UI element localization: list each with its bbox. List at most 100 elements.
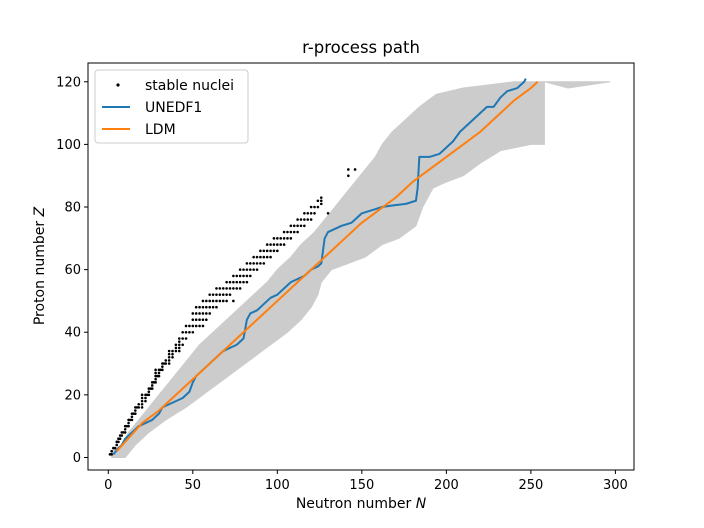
- stable-nucleus-point: [228, 293, 232, 296]
- stable-nucleus-point: [127, 424, 130, 428]
- stable-nucleus-point: [303, 218, 306, 221]
- stable-nucleus-point: [221, 293, 225, 296]
- stable-nucleus-point: [292, 230, 296, 234]
- stable-nucleus-point: [289, 230, 293, 234]
- stable-nucleus-point: [296, 230, 299, 234]
- stable-nucleus-point: [123, 428, 127, 431]
- stable-nucleus-point: [205, 312, 208, 315]
- stable-nucleus-point: [120, 434, 124, 437]
- stable-nucleus-point: [235, 280, 239, 284]
- stable-nucleus-point: [171, 355, 174, 359]
- stable-nucleus-point: [167, 362, 171, 365]
- stable-nucleus-point: [347, 168, 350, 171]
- stable-nucleus-point: [316, 205, 320, 209]
- stable-nucleus-point: [115, 443, 119, 447]
- stable-nucleus-point: [110, 449, 113, 453]
- stable-nucleus-point: [276, 249, 279, 253]
- stable-nucleus-point: [177, 337, 181, 340]
- stable-nucleus-point: [215, 293, 218, 296]
- stable-nucleus-point: [299, 224, 303, 228]
- stable-nucleus-point: [282, 230, 286, 234]
- stable-nucleus-point: [276, 237, 279, 240]
- stable-nucleus-point: [238, 268, 242, 271]
- stable-nucleus-point: [113, 446, 117, 450]
- stable-nucleus-point: [205, 299, 208, 303]
- stable-nucleus-point: [319, 199, 323, 203]
- stable-nucleus-point: [259, 249, 262, 253]
- stable-nucleus-point: [319, 202, 323, 206]
- stable-nucleus-point: [242, 268, 245, 271]
- stable-nucleus-point: [157, 374, 161, 378]
- stable-nucleus-point: [215, 305, 218, 309]
- stable-nucleus-point: [232, 280, 235, 284]
- stable-nucleus-point: [177, 340, 181, 343]
- stable-nucleus-point: [255, 268, 259, 271]
- x-tick-label: 100: [265, 478, 290, 493]
- stable-nucleus-point: [181, 337, 184, 340]
- stable-nucleus-point: [188, 330, 191, 334]
- stable-nucleus-point: [252, 262, 255, 265]
- stable-nucleus-point: [134, 409, 137, 412]
- stable-nucleus-point: [167, 359, 171, 362]
- stable-nucleus-point: [154, 368, 157, 372]
- stable-nucleus-point: [174, 349, 178, 353]
- stable-nucleus-point: [184, 330, 188, 334]
- legend-marker-stable: [116, 83, 120, 87]
- stable-nucleus-point: [205, 305, 208, 309]
- stable-nucleus-point: [134, 412, 137, 415]
- stable-nucleus-point: [140, 399, 144, 403]
- stable-nucleus-point: [225, 293, 228, 296]
- stable-nucleus-point: [313, 211, 316, 215]
- plot-content: [108, 78, 611, 458]
- stable-nucleus-point: [248, 268, 252, 271]
- x-tick-label: 0: [104, 478, 112, 493]
- stable-nucleus-point: [265, 255, 269, 259]
- stable-nucleus-point: [306, 218, 310, 221]
- chart-title: r-process path: [302, 38, 420, 57]
- stable-nucleus-point: [252, 255, 255, 259]
- stable-nucleus-point: [208, 305, 212, 309]
- stable-nucleus-point: [296, 218, 299, 221]
- stable-nucleus-point: [296, 224, 299, 228]
- stable-nucleus-point: [303, 211, 306, 215]
- stable-nucleus-point: [262, 249, 266, 253]
- stable-nucleus-point: [188, 324, 191, 328]
- x-tick-label: 50: [185, 478, 202, 493]
- y-axis: 0 20 40 60 80 100 120: [56, 75, 88, 466]
- stable-nucleus-point: [194, 318, 198, 322]
- stable-nucleus-point: [309, 211, 313, 215]
- stable-nucleus-point: [177, 343, 181, 347]
- stable-nucleus-point: [276, 243, 279, 246]
- stable-nucleus-point: [137, 406, 141, 409]
- stable-nucleus-point: [228, 280, 232, 284]
- stable-nucleus-point: [181, 330, 184, 334]
- stable-nucleus-point: [201, 312, 205, 315]
- stable-nucleus-point: [144, 399, 147, 403]
- stable-nucleus-point: [127, 421, 130, 425]
- stable-nucleus-point: [150, 387, 154, 390]
- x-tick-label: 150: [349, 478, 374, 493]
- stable-nucleus-point: [191, 312, 195, 315]
- stable-nucleus-point: [218, 299, 222, 303]
- y-tick-label: 60: [64, 263, 81, 278]
- stable-nucleus-point: [282, 243, 286, 246]
- stable-nucleus-point: [242, 274, 245, 278]
- stable-nucleus-point: [245, 274, 249, 278]
- stable-nucleus-point: [221, 299, 225, 303]
- stable-nucleus-point: [167, 352, 171, 356]
- stable-nucleus-point: [255, 255, 259, 259]
- stable-nucleus-point: [161, 365, 164, 368]
- stable-nucleus-point: [262, 262, 266, 265]
- stable-nucleus-point: [225, 280, 228, 284]
- stable-nucleus-point: [303, 224, 306, 228]
- stable-nucleus-point: [259, 255, 262, 259]
- stable-nucleus-point: [215, 287, 218, 290]
- stable-nucleus-point: [140, 396, 144, 400]
- stable-nucleus-point: [299, 218, 303, 221]
- y-axis-label: Proton number Z: [32, 206, 48, 325]
- stable-nucleus-point: [221, 287, 225, 290]
- stable-nucleus-point: [181, 343, 184, 347]
- stable-nucleus-point: [238, 274, 242, 278]
- stable-nucleus-point: [191, 330, 195, 334]
- stable-nucleus-point: [208, 299, 212, 303]
